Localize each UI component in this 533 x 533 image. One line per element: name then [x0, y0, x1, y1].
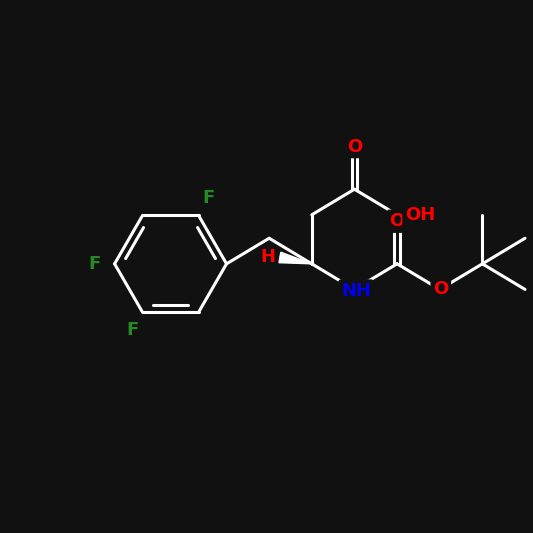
- Text: NH: NH: [341, 282, 371, 300]
- Text: F: F: [88, 255, 100, 273]
- Text: F: F: [203, 189, 215, 207]
- Text: O: O: [433, 280, 448, 298]
- Text: H: H: [261, 248, 276, 266]
- Text: F: F: [126, 321, 139, 339]
- Text: O: O: [390, 212, 405, 230]
- Polygon shape: [279, 252, 312, 264]
- Text: OH: OH: [405, 206, 435, 224]
- Text: O: O: [347, 138, 362, 156]
